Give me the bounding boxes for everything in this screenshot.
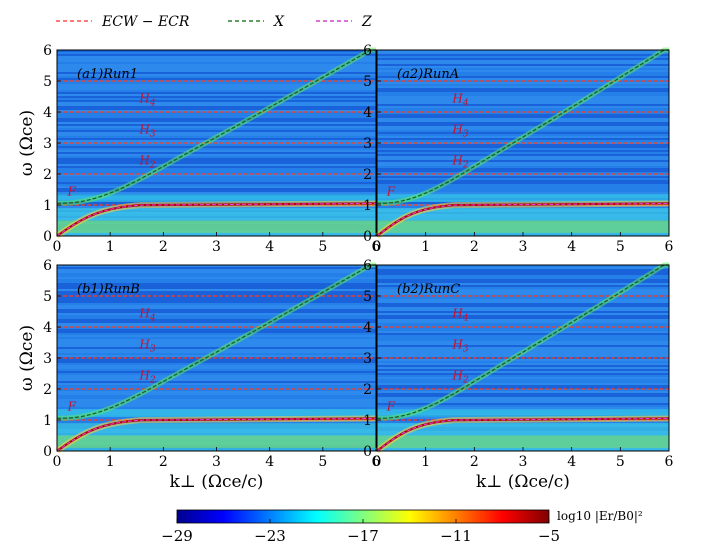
x-tick-label: 6 <box>665 454 674 470</box>
legend-label-z: Z <box>361 14 372 30</box>
y-axis-label: ω (Ωce) <box>17 110 37 176</box>
y-tick-label: 3 <box>43 136 52 152</box>
legend: ECW − ECR X Z <box>56 14 372 30</box>
x-tick-label: 1 <box>421 239 430 255</box>
x-tick-label: 4 <box>567 239 576 255</box>
panel-label: (b1)RunB <box>77 282 140 297</box>
y-tick-label: 1 <box>43 198 52 214</box>
x-tick-label: 2 <box>159 239 168 255</box>
x-mode-curve <box>56 264 376 419</box>
y-tick-label: 5 <box>363 289 372 305</box>
y-tick-label: 5 <box>43 74 52 90</box>
annotation-label: F <box>386 400 396 414</box>
annotation-label: F <box>386 185 396 199</box>
y-tick-label: 2 <box>363 167 372 183</box>
y-tick-label: 1 <box>363 413 372 429</box>
panel-label: (a2)RunA <box>397 67 459 82</box>
y-tick-label: 4 <box>363 320 372 336</box>
x-axis-label: k⊥ (Ωce/c) <box>170 472 264 492</box>
annotation-label: F <box>67 400 77 414</box>
x-tick-label: 1 <box>106 239 115 255</box>
x-tick-label: 2 <box>470 239 479 255</box>
colorbar-tick-label: −23 <box>254 527 286 545</box>
x-tick-label: 6 <box>372 239 381 255</box>
y-tick-label: 4 <box>43 105 52 121</box>
x-mode-curve <box>376 264 669 419</box>
x-tick-label: 6 <box>372 454 381 470</box>
x-mode-curve <box>376 49 669 204</box>
x-tick-label: 3 <box>519 454 528 470</box>
y-tick-label: 0 <box>43 229 52 245</box>
y-tick-label: 2 <box>363 382 372 398</box>
y-tick-label: 1 <box>363 198 372 214</box>
x-tick-label: 4 <box>265 454 274 470</box>
y-tick-label: 0 <box>363 229 372 245</box>
x-tick-label: 5 <box>616 239 625 255</box>
noise-bands <box>57 50 376 236</box>
x-mode-curve <box>56 49 376 204</box>
y-tick-label: 1 <box>43 413 52 429</box>
colorbar-tick-label: −11 <box>440 527 472 545</box>
colorbar-tick-label: −29 <box>161 527 193 545</box>
y-tick-label: 4 <box>363 105 372 121</box>
annotation-label: F <box>67 185 77 199</box>
y-tick-label: 3 <box>363 136 372 152</box>
colorbar: −29 −23 −17 −11 −5 log10 |Er/B0|² <box>161 509 643 545</box>
colorbar-label: log10 |Er/B0|² <box>557 509 643 523</box>
y-tick-label: 0 <box>363 444 372 460</box>
y-tick-label: 6 <box>363 258 372 274</box>
y-tick-label: 6 <box>363 43 372 59</box>
y-tick-label: 3 <box>43 351 52 367</box>
panel-label: (a1)Run1 <box>77 67 138 82</box>
x-axis-label: k⊥ (Ωce/c) <box>476 472 570 492</box>
colorbar-tick-label: −5 <box>538 527 560 545</box>
panel-label: (b2)RunC <box>397 282 460 297</box>
y-tick-label: 6 <box>43 258 52 274</box>
y-tick-label: 4 <box>43 320 52 336</box>
x-tick-label: 1 <box>421 454 430 470</box>
x-tick-label: 0 <box>53 239 62 255</box>
x-tick-label: 2 <box>159 454 168 470</box>
x-tick-label: 5 <box>318 239 327 255</box>
y-tick-label: 2 <box>43 167 52 183</box>
x-tick-label: 0 <box>373 454 382 470</box>
x-tick-label: 4 <box>265 239 274 255</box>
x-tick-label: 4 <box>567 454 576 470</box>
y-tick-label: 6 <box>43 43 52 59</box>
x-tick-label: 5 <box>318 454 327 470</box>
x-tick-label: 2 <box>470 454 479 470</box>
legend-label-ecw: ECW − ECR <box>101 14 190 30</box>
legend-label-x: X <box>273 14 285 30</box>
x-tick-label: 0 <box>373 239 382 255</box>
x-tick-label: 3 <box>519 239 528 255</box>
x-tick-label: 3 <box>212 239 221 255</box>
x-tick-label: 5 <box>616 454 625 470</box>
x-tick-label: 0 <box>53 454 62 470</box>
colorbar-tick-label: −17 <box>347 527 379 545</box>
y-tick-label: 0 <box>43 444 52 460</box>
y-axis-label: ω (Ωce) <box>17 325 37 391</box>
y-tick-label: 3 <box>363 351 372 367</box>
x-tick-label: 3 <box>212 454 221 470</box>
x-tick-label: 1 <box>106 454 115 470</box>
x-tick-label: 6 <box>665 239 674 255</box>
y-tick-label: 5 <box>43 289 52 305</box>
y-tick-label: 2 <box>43 382 52 398</box>
y-tick-label: 5 <box>363 74 372 90</box>
